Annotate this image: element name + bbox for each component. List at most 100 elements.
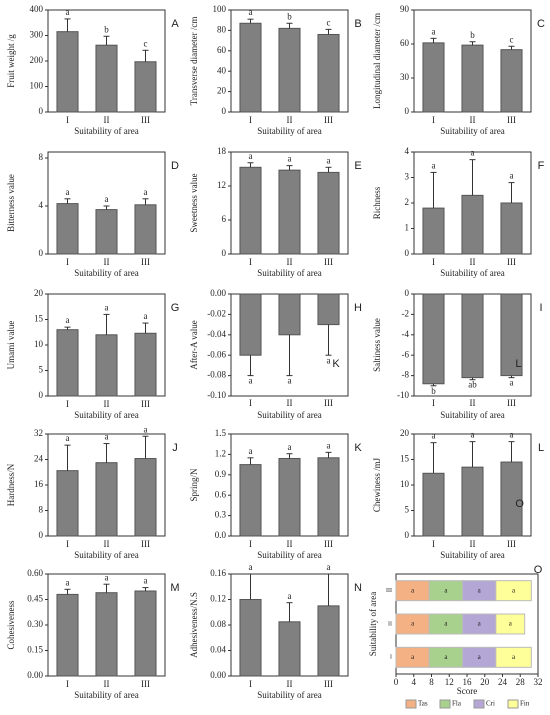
significance-letter: a — [66, 433, 70, 443]
significance-letter: a — [249, 562, 253, 572]
significance-letter: c — [144, 38, 148, 48]
bar — [239, 599, 262, 677]
y-tick-label: 0 — [39, 106, 44, 116]
panel-label: C — [537, 18, 545, 30]
y-tick-label: 0 — [222, 248, 227, 258]
annotation: L — [515, 358, 521, 370]
bar — [56, 329, 79, 397]
segment-label: a — [478, 653, 482, 661]
x-tick-label: III — [324, 257, 333, 267]
significance-letter: a — [288, 376, 292, 386]
y-tick-label: -2 — [402, 308, 410, 318]
panel-label: D — [171, 160, 179, 172]
bar — [422, 472, 445, 537]
x-tick-label: III — [507, 257, 516, 267]
x-tick-label: III — [507, 115, 516, 125]
y-tick-label: 0.12 — [210, 594, 226, 604]
legend-swatch — [405, 699, 417, 709]
bar — [278, 621, 301, 677]
x-tick-label: II — [287, 539, 293, 549]
significance-letter: a — [249, 376, 253, 386]
y-tick-label: 200 — [30, 55, 44, 65]
y-tick-label: 20 — [400, 428, 410, 438]
y-tick-label: 0 — [39, 248, 44, 258]
y-tick-label: 0 — [405, 106, 410, 116]
x-tick-label: II — [287, 398, 293, 408]
y-tick-label: 15 — [400, 454, 410, 464]
y-tick-label: -0.04 — [207, 329, 226, 339]
y-tick-label: 60 — [400, 38, 410, 48]
significance-letter: a — [327, 355, 331, 365]
y-tick-label: 20 — [217, 86, 227, 96]
y-tick-label: 40 — [217, 65, 227, 75]
x-tick-label: I — [432, 257, 435, 267]
significance-letter: a — [144, 187, 148, 197]
bar — [95, 44, 118, 113]
significance-letter: a — [471, 430, 475, 440]
x-tick-label: III — [141, 539, 150, 549]
x-axis-label: Suitability of area — [74, 690, 138, 700]
significance-letter: a — [471, 148, 475, 158]
x-axis-label: Suitability of area — [74, 410, 138, 420]
y-tick-label: 100 — [30, 81, 44, 91]
panel-label: I — [539, 302, 542, 314]
bar — [239, 464, 262, 537]
y-tick-label: I — [390, 655, 392, 661]
y-tick-label: 32 — [34, 428, 43, 438]
panel-label: O — [534, 564, 543, 576]
bar — [56, 203, 79, 255]
y-tick-label: 0.0 — [215, 530, 227, 540]
y-tick-label: 0.30 — [27, 619, 43, 629]
x-tick-label: III — [507, 539, 516, 549]
y-tick-label: 6 — [222, 214, 227, 224]
significance-letter: a — [105, 194, 109, 204]
x-tick-label: II — [104, 539, 110, 549]
significance-letter: a — [105, 572, 109, 582]
y-tick-label: 0.04 — [210, 645, 226, 655]
x-tick-label: III — [141, 399, 150, 409]
x-tick-label: I — [249, 539, 252, 549]
x-tick-label: III — [141, 257, 150, 267]
y-tick-label: -0.10 — [207, 390, 226, 400]
x-tick-label: I — [66, 115, 69, 125]
x-tick-label: II — [104, 679, 110, 689]
x-tick-label: II — [287, 257, 293, 267]
significance-letter: a — [288, 591, 292, 601]
bar — [56, 470, 79, 537]
y-tick-label: 4 — [405, 146, 410, 156]
legend-label: Fla — [452, 700, 462, 708]
bar — [134, 204, 157, 255]
x-tick-label: II — [470, 115, 476, 125]
significance-letter: a — [432, 431, 436, 441]
x-axis-label: Suitability of area — [440, 550, 504, 560]
legend-swatch — [507, 699, 519, 709]
x-tick-label: II — [287, 115, 293, 125]
bar — [134, 332, 157, 397]
panel-label: J — [172, 442, 178, 454]
x-tick-label: II — [104, 257, 110, 267]
segment-label: a — [509, 620, 513, 628]
x-tick-label: II — [287, 679, 293, 689]
y-tick-label: 60 — [217, 45, 227, 55]
y-tick-label: 20 — [34, 288, 44, 298]
y-axis-label: Cohesiveness — [6, 600, 16, 649]
significance-letter: a — [144, 311, 148, 321]
y-tick-label: 8 — [39, 152, 44, 162]
bar — [500, 202, 523, 255]
y-axis-label: Hardness/N — [6, 463, 16, 506]
significance-letter: a — [510, 378, 514, 388]
bar — [317, 33, 340, 113]
x-tick-label: III — [141, 115, 150, 125]
x-tick-label: II — [470, 539, 476, 549]
legend-label: Fin — [520, 700, 530, 708]
y-axis-label: Suitability of area — [368, 592, 378, 656]
x-tick-label: I — [432, 398, 435, 408]
bar — [422, 293, 445, 385]
bar — [278, 457, 301, 537]
bar — [461, 194, 484, 255]
y-tick-label: -0.02 — [207, 308, 226, 318]
bar — [500, 49, 523, 113]
segment-label: a — [512, 586, 516, 594]
y-tick-label: 0 — [39, 390, 44, 400]
y-tick-label: III — [386, 588, 392, 594]
